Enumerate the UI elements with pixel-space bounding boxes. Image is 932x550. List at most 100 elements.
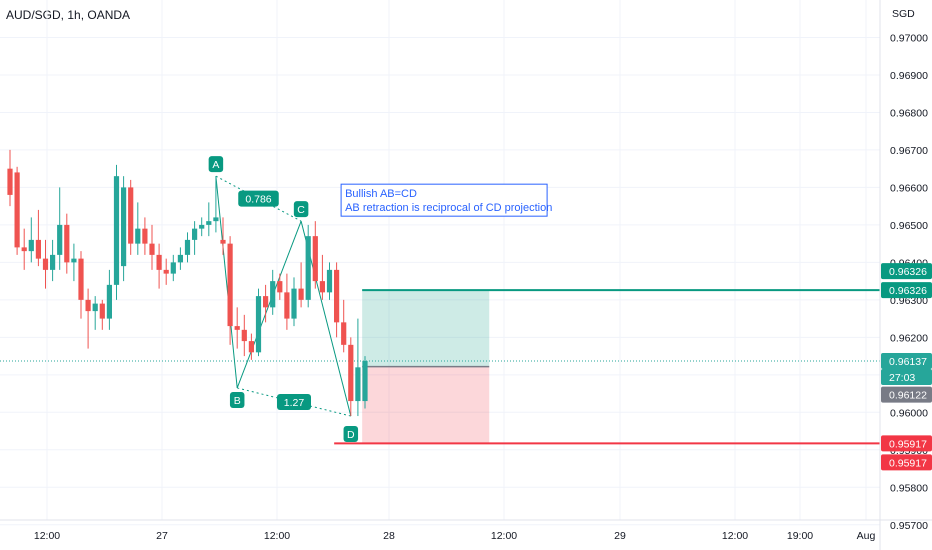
y-tick-label: 0.96600: [890, 182, 928, 194]
candle-body: [121, 187, 127, 267]
time-axis: 12:00 27 12:00 28 12:00 29 12:00 19:00 Aug: [34, 530, 876, 542]
candle-body: [163, 269, 169, 274]
ratio-label-BD-text: 1.27: [284, 397, 305, 409]
candle-body: [220, 239, 226, 244]
candle-body: [192, 228, 198, 240]
y-tick-label: 0.95800: [890, 482, 928, 494]
point-label-A-box: [208, 156, 224, 173]
candle-body: [99, 303, 105, 319]
point-label-A-text: A: [212, 159, 219, 171]
y-tick-label: 0.95700: [890, 520, 928, 532]
candle-body: [305, 236, 311, 300]
pattern-note: AB retraction is reciprocal of CD projec…: [345, 202, 552, 214]
point-label-D-box: [343, 426, 359, 443]
candle-body: [50, 254, 56, 270]
y-tick-label: 0.96700: [890, 145, 928, 157]
x-tick-label: 19:00: [787, 530, 813, 542]
candle-body: [362, 360, 368, 402]
candle-body: [71, 258, 77, 263]
y-tick-label: 0.96000: [890, 407, 928, 419]
candle-body: [177, 254, 183, 263]
price-label: 0.95917: [881, 454, 932, 471]
candle-body: [184, 239, 191, 255]
candle-body: [319, 281, 325, 293]
y-tick-label: 0.96900: [890, 70, 928, 82]
abcd-pattern: [215, 175, 352, 417]
x-tick-label: 12:00: [264, 530, 290, 542]
candle-body: [128, 187, 134, 244]
price-label-box: [881, 435, 932, 452]
candle-body: [213, 217, 219, 222]
price-label-text: 27:03: [889, 372, 915, 384]
candle-body: [64, 224, 70, 263]
chart-title: AUD/SGD, 1h, OANDA: [6, 8, 131, 22]
point-label-D: D: [343, 426, 359, 443]
price-label-text: 0.96326: [889, 266, 927, 278]
price-label-text: 0.95917: [889, 457, 927, 469]
candle-body: [270, 281, 276, 308]
candle-body: [113, 176, 120, 285]
candle-body: [248, 341, 254, 353]
overlays: A B C D 0.786 1.27 Bullish AB=CD AB retraction …: [208, 156, 552, 443]
candle-body: [234, 326, 240, 330]
ratio-label-BD: 1.27: [277, 393, 311, 410]
ratio-line-AC: [215, 175, 302, 222]
candle-body: [348, 344, 354, 402]
price-label: 0.96326: [881, 282, 932, 299]
price-label-box: [881, 263, 932, 280]
candle-body: [14, 172, 20, 248]
long-position-tool: [0, 289, 880, 445]
price-label: 0.96122: [881, 386, 932, 403]
price-label: 0.96326: [881, 263, 932, 280]
price-label-text: 0.95917: [889, 438, 927, 450]
price-label-box: [881, 352, 932, 369]
point-label-C-text: C: [297, 204, 305, 216]
pattern-name: Bullish AB=CD: [345, 188, 417, 200]
candles: [7, 149, 368, 417]
candle-body: [92, 303, 98, 312]
price-label: 27:03: [881, 368, 932, 385]
price-label-box: [881, 368, 932, 385]
candle-body: [334, 269, 340, 323]
point-label-C-box: [293, 201, 309, 218]
point-label-B-text: B: [234, 395, 241, 407]
candle-body: [312, 236, 318, 282]
price-label-box: [881, 454, 932, 471]
pattern-leg-BC: [236, 220, 302, 389]
x-tick-label: 12:00: [722, 530, 748, 542]
ratio-label-AC-box: [238, 190, 279, 207]
point-label-B-box: [229, 391, 245, 408]
candle-body: [170, 262, 176, 274]
price-label: 0.96137: [881, 352, 932, 369]
candle-body: [106, 284, 112, 319]
price-label-box: [881, 282, 932, 299]
candle-body: [57, 224, 63, 255]
x-tick-label: 12:00: [34, 530, 60, 542]
candle-body: [355, 367, 361, 402]
candle-body: [21, 247, 27, 252]
currency-label: SGD: [892, 8, 915, 20]
x-tick-label: 28: [383, 530, 395, 542]
candle-body: [263, 296, 269, 308]
point-label-B: B: [229, 391, 245, 408]
candle-body: [255, 296, 262, 353]
y-tick-label: 0.96200: [890, 332, 928, 344]
candle-body: [135, 228, 141, 244]
candle-body: [241, 329, 247, 342]
grid: [0, 0, 880, 526]
ratio-label-BD-box: [277, 393, 311, 410]
candle-body: [149, 243, 155, 255]
ratio-label-AC-text: 0.786: [245, 194, 271, 206]
candle-body: [156, 254, 162, 270]
pattern-leg-AB: [215, 176, 238, 388]
candle-body: [284, 292, 290, 319]
candle-body: [277, 281, 283, 293]
candle-body: [85, 299, 91, 312]
candle-body: [206, 221, 212, 225]
price-label-text: 0.96122: [889, 390, 927, 402]
x-tick-label: 12:00: [491, 530, 517, 542]
pattern-note-box: [340, 183, 548, 217]
loss-zone: [362, 366, 490, 444]
